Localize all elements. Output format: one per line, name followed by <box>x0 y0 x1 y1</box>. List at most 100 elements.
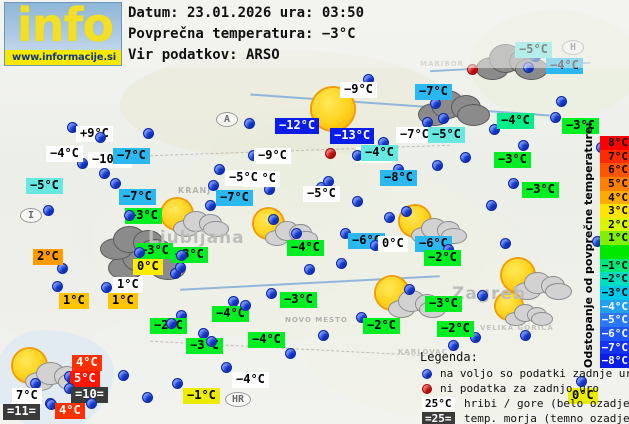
legend-title: Legenda: <box>420 350 478 364</box>
temperature-label: −4°C <box>361 145 398 161</box>
station-dot[interactable] <box>500 238 511 249</box>
country-code-badge: I <box>20 208 42 223</box>
station-dot[interactable] <box>175 262 186 273</box>
info-logo[interactable]: info www.informacije.si <box>4 2 122 66</box>
station-dot[interactable] <box>206 336 217 347</box>
temperature-label: −5°C <box>26 178 63 194</box>
station-dot[interactable] <box>550 112 561 123</box>
temperature-label: 0°C <box>378 236 408 252</box>
station-dot[interactable] <box>486 200 497 211</box>
station-dot[interactable] <box>268 214 279 225</box>
temperature-label: 0°C <box>568 388 598 404</box>
temperature-label: −7°C <box>113 148 150 164</box>
temperature-label: −4°C <box>497 113 534 129</box>
color-scale-cell: 3°C <box>600 204 629 218</box>
legend-sea-text: temp. morja (temno ozadje) <box>464 412 629 424</box>
temperature-label: −3°C <box>280 292 317 308</box>
color-scale-cell: −7°C <box>600 340 629 355</box>
station-dot[interactable] <box>176 250 187 261</box>
legend-available-text: na voljo so podatki zadnje ure <box>440 367 629 380</box>
station-dot[interactable] <box>556 96 567 107</box>
color-scale-cell: 5°C <box>600 176 629 191</box>
station-dot[interactable] <box>448 340 459 351</box>
station-dot[interactable] <box>477 290 488 301</box>
cloud-icon <box>505 301 553 326</box>
header-date-line: Datum: 23.01.2026 ura: 03:50 <box>128 5 365 21</box>
temperature-label: 4°C <box>55 403 85 419</box>
temperature-label: =10= <box>71 387 108 403</box>
station-dot[interactable] <box>404 284 415 295</box>
color-scale-cell: 8°C <box>600 136 629 150</box>
temperature-label: 5°C <box>70 371 100 387</box>
station-dot[interactable] <box>432 160 443 171</box>
station-dot[interactable] <box>143 128 154 139</box>
temperature-label: −4°C <box>248 332 285 348</box>
station-dot[interactable] <box>166 318 177 329</box>
station-dot[interactable] <box>304 264 315 275</box>
station-dot[interactable] <box>118 370 129 381</box>
station-dot[interactable] <box>214 164 225 175</box>
station-dot[interactable] <box>134 247 145 258</box>
legend: Legenda: na voljo so podatki zadnje ure … <box>420 350 629 424</box>
temperature-label: −3°C <box>425 296 462 312</box>
station-dot[interactable] <box>101 282 112 293</box>
station-dot-nodata[interactable] <box>325 148 336 159</box>
color-scale-cell: −2°C <box>600 272 629 287</box>
station-dot[interactable] <box>208 180 219 191</box>
color-scale-cell: −1°C <box>600 258 629 273</box>
header-text-block: Datum: 23.01.2026 ura: 03:50 Povprečna t… <box>128 3 528 66</box>
station-dot[interactable] <box>285 348 296 359</box>
station-dot[interactable] <box>489 124 500 135</box>
station-dot[interactable] <box>336 258 347 269</box>
station-dot[interactable] <box>172 378 183 389</box>
temperature-label: −13°C <box>330 128 375 144</box>
station-dot[interactable] <box>43 205 54 216</box>
station-dot[interactable] <box>401 206 412 217</box>
color-scale-cell: 2°C <box>600 217 629 232</box>
color-scale-cell: −8°C <box>600 354 629 368</box>
station-dot[interactable] <box>95 132 106 143</box>
temperature-label: −1°C <box>183 388 220 404</box>
logo-wordmark: info <box>16 2 114 52</box>
temperature-label: 4°C <box>72 355 102 371</box>
temperature-label: −4°C <box>212 306 249 322</box>
station-dot[interactable] <box>86 398 97 409</box>
temperature-label: −3°C <box>186 338 223 354</box>
station-dot[interactable] <box>520 330 531 341</box>
temperature-label: −4°C <box>287 240 324 256</box>
station-dot[interactable] <box>438 113 449 124</box>
header-source-line: Vir podatkov: ARSO <box>128 47 280 63</box>
temperature-label: −7°C <box>415 84 452 100</box>
color-scale-cell: −4°C <box>600 299 629 314</box>
station-dot[interactable] <box>266 288 277 299</box>
temperature-label: −3°C <box>494 152 531 168</box>
station-dot[interactable] <box>384 212 395 223</box>
station-dot[interactable] <box>352 196 363 207</box>
temperature-label: −4°C <box>46 146 83 162</box>
legend-dark-chip: =25= <box>422 412 455 424</box>
station-dot[interactable] <box>470 332 481 343</box>
station-dot[interactable] <box>221 362 232 373</box>
temperature-label: −3°C <box>136 243 173 259</box>
station-dot[interactable] <box>240 300 251 311</box>
legend-nodata-text: ni podatka za zadnjo uro <box>440 382 599 395</box>
color-scale-bar: 8°C 7°C 6°C 5°C 4°C 3°C 2°C 1°C −1°C −2°C −3°C −4°C… <box>600 136 629 368</box>
station-dot[interactable] <box>244 118 255 129</box>
station-dot[interactable] <box>508 178 519 189</box>
station-dot[interactable] <box>99 168 110 179</box>
station-dot[interactable] <box>142 392 153 403</box>
station-dot[interactable] <box>518 140 529 151</box>
station-dot[interactable] <box>52 281 63 292</box>
station-dot[interactable] <box>124 210 135 221</box>
station-dot[interactable] <box>318 330 329 341</box>
station-dot[interactable] <box>460 152 471 163</box>
sun-behind-cloud-icon <box>158 198 229 240</box>
temperature-label: −3°C <box>562 118 599 134</box>
station-dot[interactable] <box>110 178 121 189</box>
temperature-label: −9°C <box>340 82 377 98</box>
temperature-label: −2°C <box>363 318 400 334</box>
station-dot[interactable] <box>356 312 367 323</box>
station-dot[interactable] <box>576 376 587 387</box>
station-dot[interactable] <box>291 228 302 239</box>
station-dot[interactable] <box>205 200 216 211</box>
